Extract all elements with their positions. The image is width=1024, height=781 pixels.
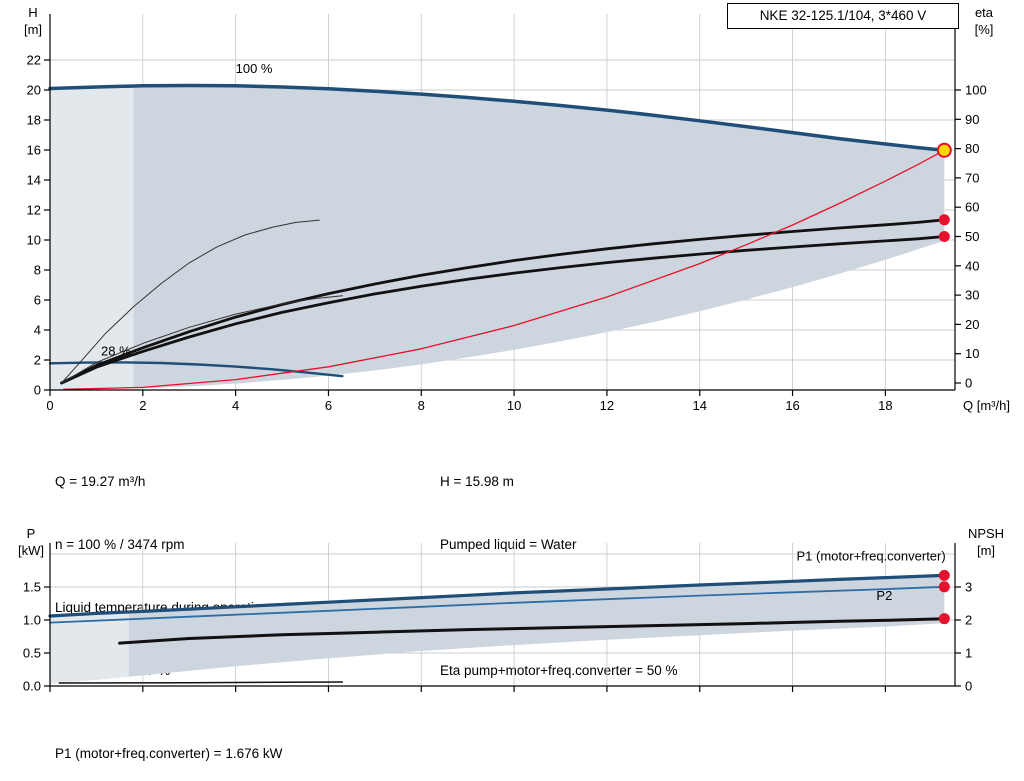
power-data: P1 (motor+freq.converter) = 1.676 kW P2 …	[55, 701, 282, 781]
annotation-head: H = 15.98 m	[440, 474, 514, 489]
eta-thin-curve-2	[61, 295, 343, 384]
y-right-axis-unit: [%]	[975, 22, 994, 37]
x-tick-label: 8	[418, 398, 425, 413]
y-left-tick-label: 8	[34, 263, 41, 278]
y-right-tick-label: 0	[965, 679, 972, 694]
y-right-tick-label: 60	[965, 200, 979, 215]
y-left-axis-title: P	[27, 526, 36, 541]
y-left-tick-label: 12	[27, 203, 41, 218]
x-tick-label: 4	[232, 398, 239, 413]
x-axis-title: Q [m³/h]	[963, 398, 1010, 413]
x-tick-label: 10	[507, 398, 521, 413]
p1-point	[938, 569, 950, 581]
annotation-p1: P1 (motor+freq.converter) = 1.676 kW	[55, 746, 283, 761]
pump-model-title: NKE 32-125.1/104, 3*460 V	[727, 3, 959, 29]
p2-curve	[49, 585, 946, 624]
curve-label: 28 %	[101, 344, 131, 359]
y-right-axis-title: eta	[975, 5, 994, 20]
eta-total-curve	[60, 235, 946, 385]
y-left-tick-label: 10	[27, 233, 41, 248]
y-left-tick-label: 22	[27, 53, 41, 68]
y-left-tick-label: 18	[27, 113, 41, 128]
annotation-pumped-liquid: Pumped liquid = Water	[440, 537, 577, 552]
power-npsh-chart: 0.0 0.5 1.0 1.5 0 1 2 3 P [kW] NPSH [m] P1 (motor+fr…	[18, 526, 1004, 694]
y-right-tick-label: 70	[965, 170, 979, 185]
annotation-eta-total: Eta pump+motor+freq.converter = 50 %	[440, 663, 678, 678]
y-left-tick-label: 14	[27, 173, 41, 188]
y-left-axis-title: H	[28, 5, 37, 20]
npsh-point	[938, 613, 950, 625]
x-tick-label: 18	[878, 398, 892, 413]
x-tick-label: 6	[325, 398, 332, 413]
qh-chart: 0 2 4 6 8 10 12 14 16 18 0 2 4 6 8 10 12 14 16 18 20 22 0 10 20 3…	[24, 5, 1010, 413]
duty-point[interactable]	[936, 142, 952, 158]
y-left-tick-label: 0.0	[23, 679, 41, 694]
system-curve	[63, 149, 945, 390]
y-right-tick-label: 30	[965, 288, 979, 303]
y-right-tick-label: 0	[965, 376, 972, 391]
y-left-tick-label: 6	[34, 293, 41, 308]
curve-label: P1 (motor+freq.converter)	[797, 549, 946, 564]
y-right-tick-label: 1	[965, 646, 972, 661]
y-left-tick-label: 0	[34, 383, 41, 398]
y-right-tick-label: 3	[965, 580, 972, 595]
p-min-speed-curve	[58, 681, 344, 684]
eta-pump-curve	[60, 218, 946, 385]
eta-thin-curve-1	[61, 219, 320, 384]
envelope-light-region	[50, 612, 129, 686]
eta-pump-point	[938, 214, 950, 226]
x-tick-label: 2	[139, 398, 146, 413]
y-right-tick-label: 50	[965, 229, 979, 244]
y-right-tick-label: 40	[965, 258, 979, 273]
y-left-tick-label: 2	[34, 353, 41, 368]
p1-curve	[48, 573, 946, 618]
y-right-tick-label: 90	[965, 112, 979, 127]
envelope-light-region	[50, 85, 134, 391]
y-left-axis-unit: [m]	[24, 22, 42, 37]
operating-envelope	[50, 85, 945, 390]
p2-point	[938, 581, 950, 593]
x-tick-label: 16	[785, 398, 799, 413]
y-left-tick-label: 4	[34, 323, 41, 338]
y-left-tick-label: 1.5	[23, 580, 41, 595]
y-right-axis-title: NPSH	[968, 526, 1004, 541]
x-tick-label: 12	[600, 398, 614, 413]
y-left-tick-label: 16	[27, 143, 41, 158]
y-left-tick-label: 0.5	[23, 646, 41, 661]
annotation-flow: Q = 19.27 m³/h	[55, 474, 146, 489]
y-right-axis-unit: [m]	[977, 543, 995, 558]
y-right-tick-label: 10	[965, 346, 979, 361]
eta-total-point	[938, 231, 950, 242]
y-right-tick-label: 2	[965, 613, 972, 628]
npsh-curve	[118, 617, 946, 645]
y-left-tick-label: 20	[27, 83, 41, 98]
y-right-tick-label: 100	[965, 83, 987, 98]
x-tick-label: 0	[46, 398, 53, 413]
y-right-tick-label: 80	[965, 141, 979, 156]
pump-curve-100pct	[48, 83, 947, 153]
y-left-axis-unit: [kW]	[18, 543, 44, 558]
y-left-tick-label: 1.0	[23, 613, 41, 628]
curve-label: P2	[876, 588, 892, 603]
curve-label: 100 %	[236, 61, 273, 76]
x-tick-label: 14	[693, 398, 707, 413]
y-right-tick-label: 20	[965, 317, 979, 332]
